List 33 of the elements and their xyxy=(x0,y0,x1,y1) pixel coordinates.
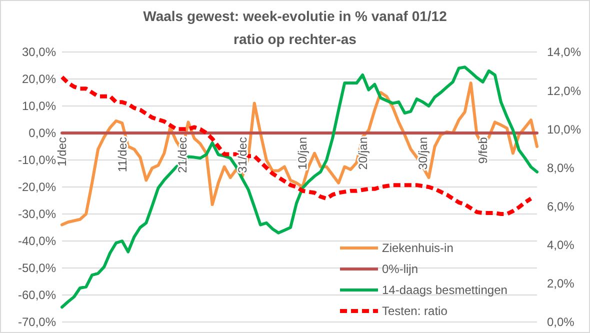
y2-tick-label: 12,0% xyxy=(547,84,582,98)
chart-subtitle: ratio op rechter-as xyxy=(234,31,357,47)
y-tick-label: -20,0% xyxy=(18,180,56,194)
y-tick-label: 20,0% xyxy=(22,72,56,86)
x-tick-label: 10/jan xyxy=(296,137,310,170)
y2-tick-label: 8,0% xyxy=(547,160,575,175)
y2-tick-label: 0,0% xyxy=(547,315,575,330)
x-tick-label: 30/jan xyxy=(416,137,430,170)
legend-label: Testen: ratio xyxy=(382,304,448,318)
y-tick-label: 10,0% xyxy=(22,99,56,114)
x-tick-label: 20/jan xyxy=(356,137,370,170)
y2-tick-label: 14,0% xyxy=(547,45,582,60)
x-tick-label: 11/dec xyxy=(115,137,130,172)
x-tick-label: 1/dec xyxy=(55,137,70,166)
y-tick-label: -60,0% xyxy=(18,288,56,302)
legend-label: 14-daags besmettingen xyxy=(382,283,508,298)
y-tick-label: -10,0% xyxy=(18,153,56,168)
y-tick-label: -40,0% xyxy=(18,234,56,248)
y-tick-label: 30,0% xyxy=(22,45,56,60)
y-tick-label: -50,0% xyxy=(18,261,56,276)
chart-title: Waals gewest: week-evolutie in % vanaf 01/12 xyxy=(143,8,448,24)
y-tick-label: -70,0% xyxy=(18,315,56,330)
y2-tick-label: 10,0% xyxy=(547,122,582,136)
legend-label: 0%-lijn xyxy=(382,262,418,276)
x-tick-label: 31/dec xyxy=(236,137,250,174)
legend-label: Ziekenhuis-in xyxy=(382,241,454,256)
y-tick-label: -30,0% xyxy=(18,207,56,222)
y2-tick-label: 6,0% xyxy=(547,199,575,214)
y-tick-label: 0,0% xyxy=(28,126,56,140)
x-tick-label: 21/dec xyxy=(175,137,190,174)
x-tick-label: 9/feb xyxy=(476,136,490,164)
y2-tick-label: 2,0% xyxy=(547,276,575,291)
y2-tick-label: 4,0% xyxy=(547,238,575,252)
